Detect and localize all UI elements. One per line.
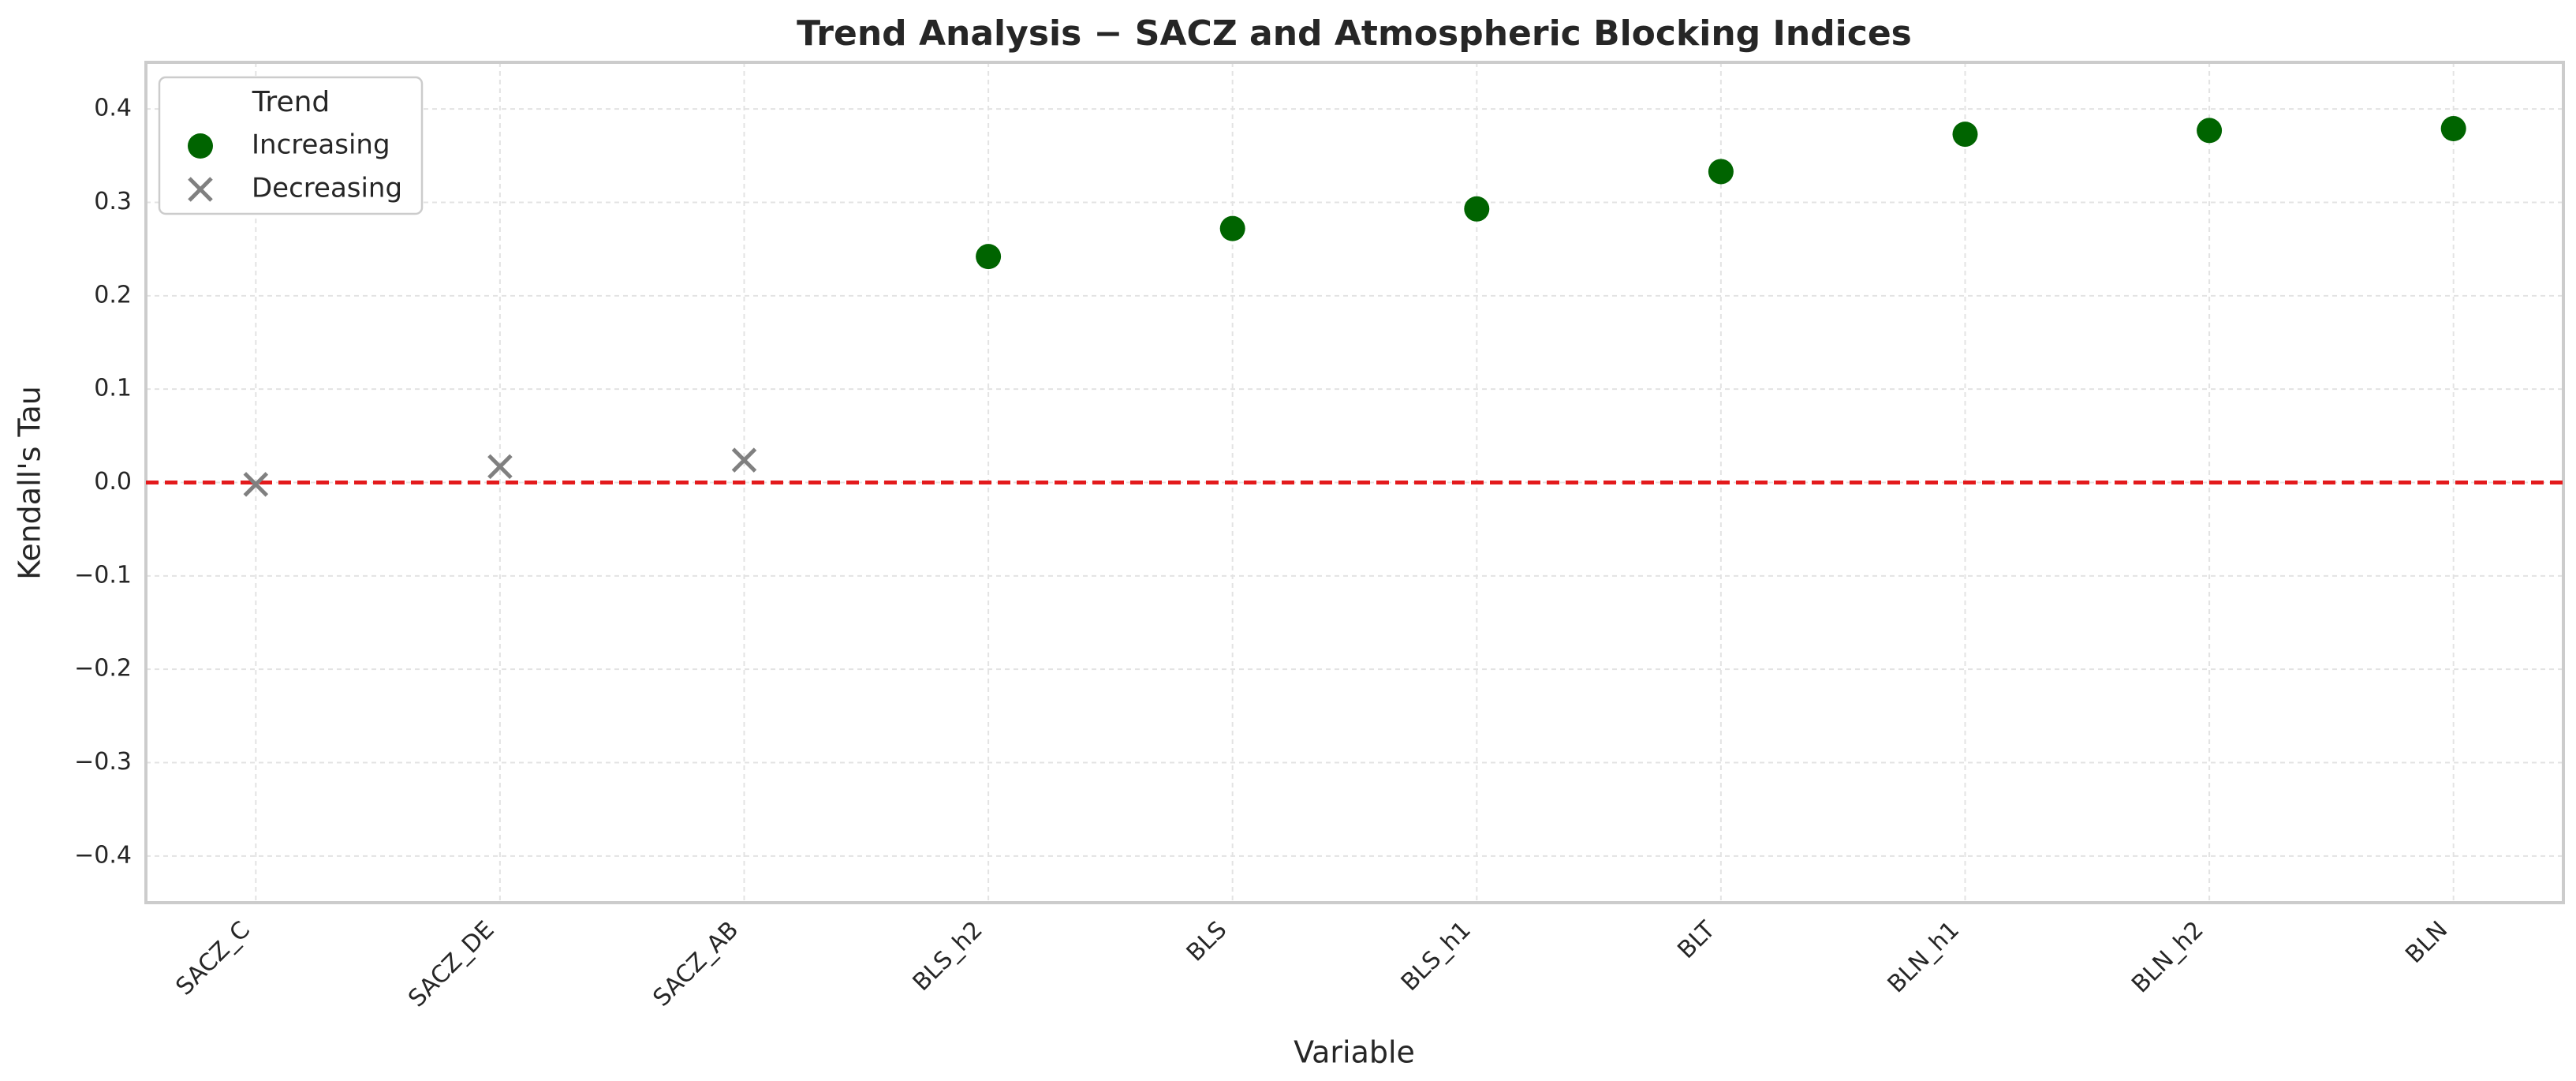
legend-box: [158, 76, 424, 215]
y-tick-label: 0.1: [94, 375, 132, 402]
point: [1464, 196, 1490, 222]
legend-marker: [188, 177, 213, 202]
marker-stroke: [731, 447, 757, 473]
y-tick-label: 0.2: [94, 281, 132, 309]
legend: Trend Increasing Decreasing: [158, 76, 424, 215]
y-tick-label: −0.3: [74, 748, 132, 776]
point: [2197, 118, 2223, 144]
chart-title: Trend Analysis − SACZ and Atmospheric Bl…: [797, 13, 1912, 54]
marker-stroke: [188, 177, 213, 202]
y-tick-label: −0.4: [74, 841, 132, 869]
y-tick-label: 0.0: [94, 468, 132, 496]
marker-stroke: [243, 472, 269, 497]
y-tick-label: 0.4: [94, 95, 132, 122]
point: [487, 454, 513, 480]
legend-title: Trend: [252, 86, 330, 118]
point: [976, 244, 1002, 270]
y-axis-label: Kendall's Tau: [13, 386, 47, 580]
point: [731, 447, 757, 473]
point: [2440, 116, 2466, 142]
y-tick-label: −0.2: [74, 655, 132, 683]
x-axis-label: Variable: [1294, 1035, 1415, 1070]
point: [1219, 215, 1245, 241]
legend-label: Increasing: [252, 129, 390, 161]
legend-marker: [188, 133, 213, 159]
legend-label: Decreasing: [252, 173, 402, 204]
point: [1952, 122, 1978, 148]
point: [1708, 159, 1734, 185]
point: [243, 472, 269, 497]
y-tick-label: −0.1: [74, 561, 132, 589]
marker-stroke: [487, 454, 513, 480]
y-tick-label: 0.3: [94, 188, 132, 215]
